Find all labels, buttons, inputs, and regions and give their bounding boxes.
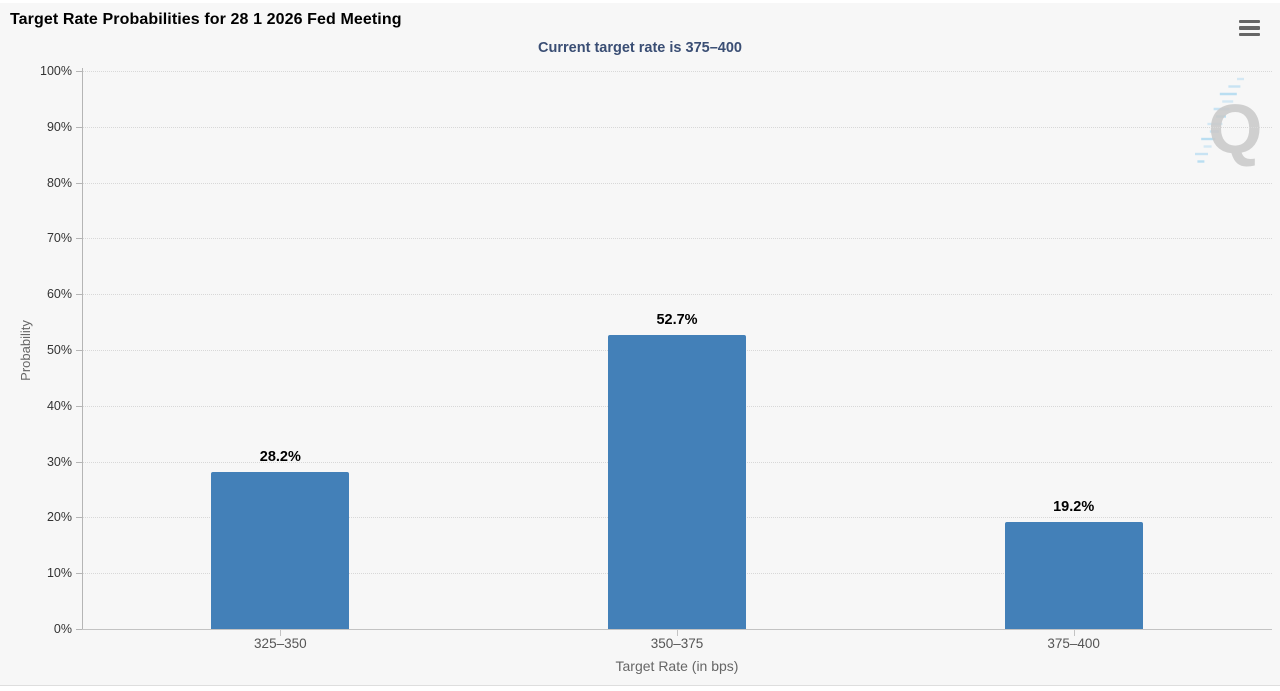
y-axis-tick (76, 517, 82, 519)
x-axis-label-375–400: 375–400 (1047, 636, 1100, 651)
chart-title: Target Rate Probabilities for 28 1 2026 … (10, 11, 402, 28)
chart-subtitle: Current target rate is 375–400 (538, 40, 742, 56)
x-axis-title: Target Rate (in bps) (615, 658, 739, 674)
y-axis-tick (76, 461, 82, 463)
x-axis-tick (677, 630, 678, 636)
gridline-100% (82, 71, 1272, 72)
y-axis-label-90%: 90% (46, 119, 72, 134)
x-axis-label-350–375: 350–375 (650, 636, 704, 651)
y-axis-label-80%: 80% (46, 175, 72, 190)
y-axis-tick (76, 126, 82, 128)
y-axis-tick (76, 71, 82, 72)
y-axis-tick (76, 238, 82, 240)
chart-panel: Target Rate Probabilities for 28 1 2026 … (0, 3, 1280, 686)
y-axis-label-100%: 100% (40, 64, 72, 78)
y-axis-line (82, 68, 83, 630)
bar-value-label-325–350: 28.2% (259, 448, 301, 465)
bar-value-label-350–375: 52.7% (656, 311, 698, 328)
y-axis-label-30%: 30% (46, 454, 72, 469)
y-axis-tick (76, 629, 82, 630)
y-axis-tick (76, 294, 82, 296)
bar-350–375[interactable] (608, 334, 746, 629)
hamburger-icon (1238, 19, 1260, 24)
y-axis-label-60%: 60% (46, 287, 72, 302)
bar-value-label-375–400: 19.2% (1053, 498, 1095, 515)
gridline-90% (82, 126, 1272, 128)
x-axis-label-325–350: 325–350 (254, 636, 307, 651)
x-axis-line (82, 629, 1272, 630)
x-axis-tick (1073, 630, 1075, 636)
y-axis-label-50%: 50% (46, 343, 72, 357)
y-axis-tick (76, 350, 82, 351)
y-axis-tick (76, 573, 82, 575)
svg-text:Q: Q (1208, 90, 1262, 168)
y-axis-label-40%: 40% (46, 398, 72, 413)
y-axis-label-0%: 0% (53, 622, 72, 636)
chart-context-menu-button[interactable] (1236, 16, 1262, 40)
gridline-70% (82, 238, 1272, 240)
bar-375–400[interactable] (1004, 521, 1143, 629)
y-axis-label-10%: 10% (46, 566, 72, 581)
gridline-80% (82, 182, 1272, 184)
y-axis-tick (76, 405, 82, 407)
bar-325–350[interactable] (211, 471, 350, 629)
x-axis-tick (280, 630, 282, 636)
y-axis-label-20%: 20% (46, 510, 72, 525)
y-axis-label-70%: 70% (46, 231, 72, 246)
watermark-q-logo: Q (1195, 77, 1262, 168)
y-axis-tick (76, 182, 82, 184)
gridline-60% (82, 294, 1272, 296)
